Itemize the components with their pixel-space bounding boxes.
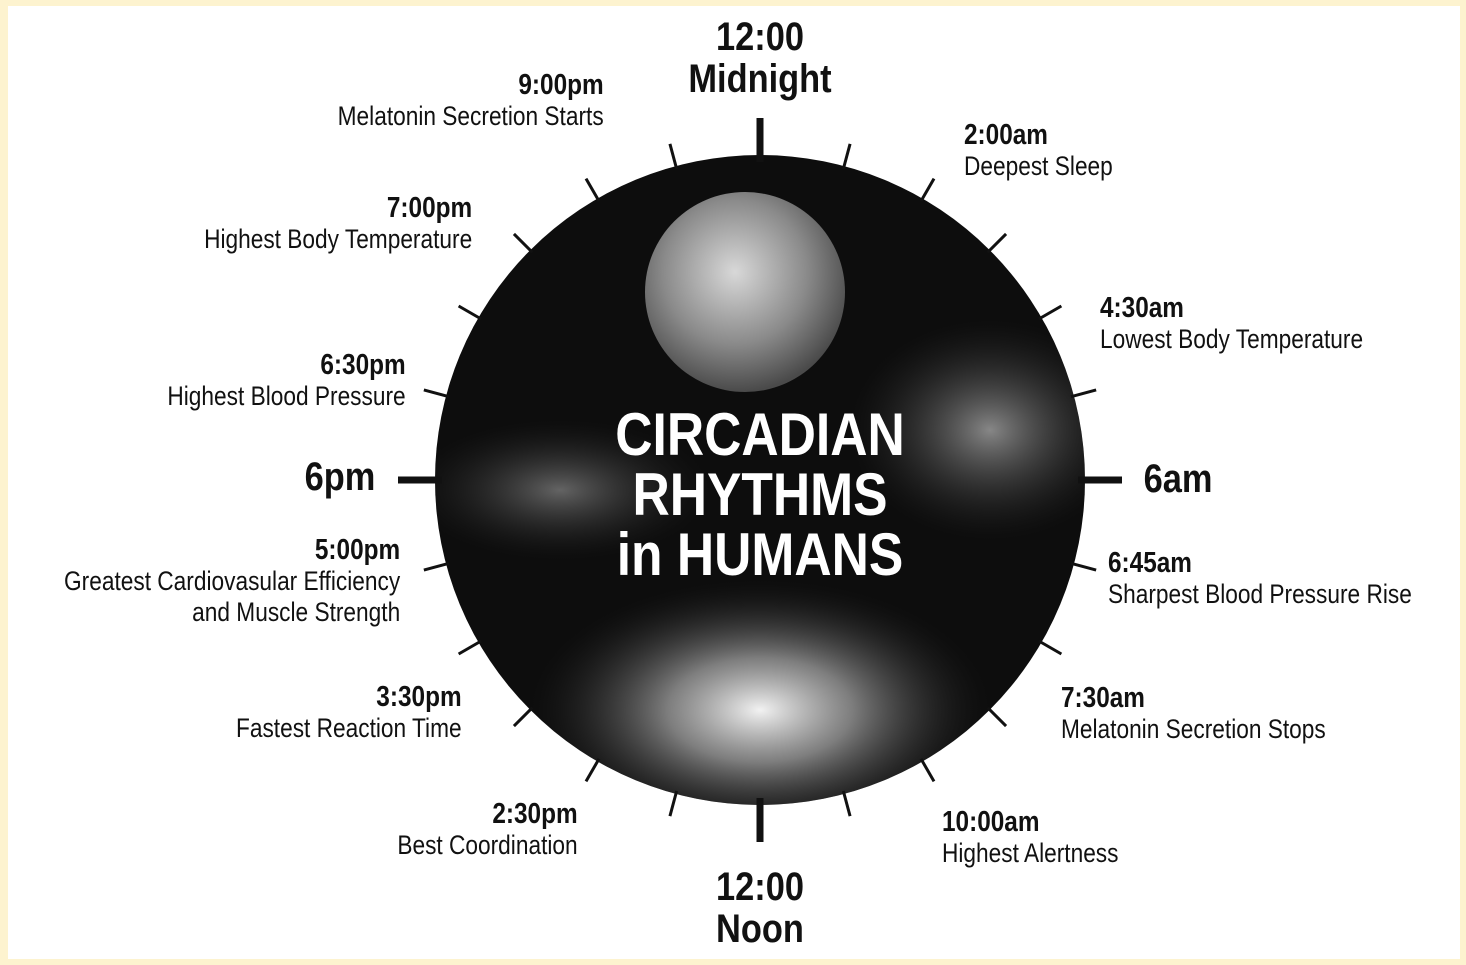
minor-tick	[424, 563, 449, 570]
minor-tick	[670, 791, 677, 816]
event-description: Sharpest Blood Pressure Rise	[1108, 579, 1412, 610]
event-time: 3:30pm	[236, 682, 462, 713]
minor-tick	[1039, 306, 1062, 319]
event-description: Fastest Reaction Time	[236, 713, 462, 744]
minor-tick	[921, 179, 934, 202]
event-time: 10:00am	[942, 807, 1118, 838]
cardinal-time: 12:00	[674, 866, 846, 908]
title-line: in HUMANS	[617, 520, 904, 588]
event-description: Melatonin Secretion Starts	[338, 101, 604, 132]
event-time: 7:30am	[1061, 683, 1326, 714]
minor-tick	[670, 144, 677, 169]
minor-tick	[1071, 390, 1096, 397]
event-time: 5:00pm	[64, 535, 400, 566]
minor-tick	[514, 708, 532, 726]
cardinal-name: 6am	[1135, 458, 1221, 500]
event-time: 9:00pm	[338, 70, 604, 101]
cardinal-name: 6pm	[297, 456, 383, 498]
minor-tick	[586, 179, 599, 202]
event-time: 2:30pm	[398, 799, 578, 830]
event-description: Lowest Body Temperature	[1100, 324, 1363, 355]
event-description: Highest Body Temperature	[204, 224, 472, 255]
event-description: Highest Alertness	[942, 838, 1118, 869]
minor-tick	[988, 708, 1006, 726]
event-time: 2:00am	[964, 120, 1113, 151]
title-line: CIRCADIAN	[615, 400, 904, 468]
event-description: Highest Blood Pressure	[168, 381, 406, 412]
title-line: RHYTHMS	[632, 460, 887, 528]
clock-diagram: CIRCADIAN RHYTHMS in HUMANS	[8, 6, 1460, 959]
event-description: Melatonin Secretion Stops	[1061, 714, 1326, 745]
event-description: Deepest Sleep	[964, 151, 1113, 182]
event-description: Best Coordination	[398, 830, 578, 861]
minor-tick	[843, 791, 850, 816]
minor-tick	[459, 641, 482, 654]
event-description: Greatest Cardiovasular Efficiency	[64, 566, 400, 597]
cardinal-label: 6am	[1135, 458, 1221, 500]
minor-tick	[1039, 641, 1062, 654]
event-time: 7:00pm	[204, 193, 472, 224]
page: CIRCADIAN RHYTHMS in HUMANS 12:00Midnigh…	[0, 0, 1466, 965]
event-description: and Muscle Strength	[64, 597, 400, 628]
event-time: 6:45am	[1108, 548, 1412, 579]
event-time: 4:30am	[1100, 293, 1363, 324]
event-time: 6:30pm	[168, 350, 406, 381]
cardinal-time: 12:00	[674, 16, 846, 58]
minor-tick	[1071, 563, 1096, 570]
cardinal-name: Noon	[674, 908, 846, 950]
moon	[645, 192, 845, 392]
minor-tick	[514, 234, 532, 252]
minor-tick	[843, 144, 850, 169]
minor-tick	[988, 234, 1006, 252]
minor-tick	[459, 306, 482, 319]
minor-tick	[424, 390, 449, 397]
cardinal-name: Midnight	[674, 58, 846, 100]
minor-tick	[921, 759, 934, 782]
minor-tick	[586, 759, 599, 782]
cardinal-label: 6pm	[297, 456, 383, 498]
